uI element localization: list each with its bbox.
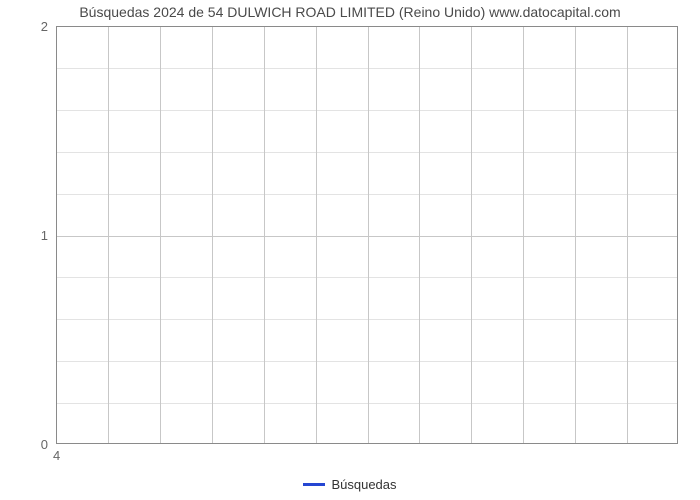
legend-label: Búsquedas [331, 477, 396, 492]
gridline-vertical [264, 27, 265, 443]
gridline-vertical [368, 27, 369, 443]
y-tick-label: 2 [41, 19, 48, 34]
gridline-vertical [419, 27, 420, 443]
gridline-vertical [108, 27, 109, 443]
plot-area [56, 26, 678, 444]
chart-container: Búsquedas 2024 de 54 DULWICH ROAD LIMITE… [0, 0, 700, 500]
gridline-vertical [316, 27, 317, 443]
legend: Búsquedas [0, 477, 700, 492]
gridline-vertical [575, 27, 576, 443]
gridline-vertical [160, 27, 161, 443]
legend-swatch [303, 483, 325, 486]
x-tick-label: 4 [53, 448, 60, 463]
gridline-vertical [471, 27, 472, 443]
gridline-vertical [212, 27, 213, 443]
gridline-vertical [523, 27, 524, 443]
chart-title: Búsquedas 2024 de 54 DULWICH ROAD LIMITE… [0, 4, 700, 20]
y-tick-label: 0 [41, 437, 48, 452]
gridline-vertical [627, 27, 628, 443]
y-tick-label: 1 [41, 228, 48, 243]
